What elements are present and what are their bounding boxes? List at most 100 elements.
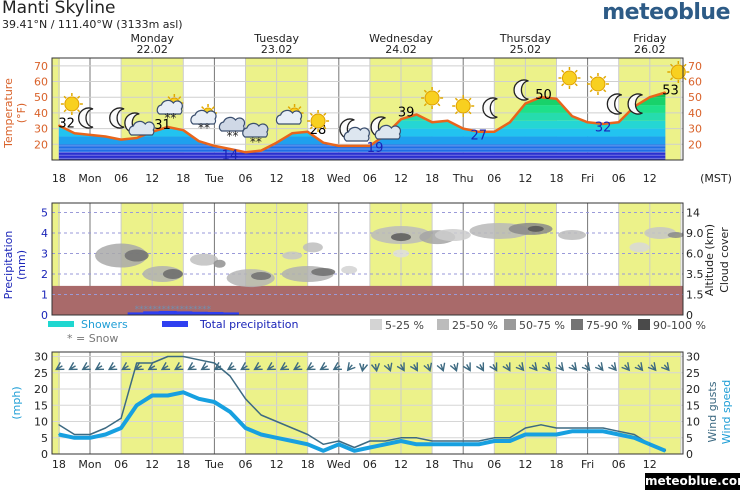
- legend-cover-label: 75-90 %: [586, 319, 632, 332]
- cloud-sun-icon: [275, 104, 304, 125]
- wind-xtick: 18: [52, 458, 66, 471]
- wind-ytick-right: 15: [686, 399, 700, 412]
- wind-speed-point: [446, 443, 449, 446]
- temperature-point: [493, 130, 496, 133]
- sun-icon: [558, 67, 581, 89]
- wind-xtick: 12: [145, 458, 159, 471]
- temperature-extreme-label: 53: [662, 84, 679, 99]
- temperature-point: [73, 132, 76, 135]
- cloud-shape: [128, 120, 155, 136]
- cloud-cover-patch: [213, 259, 226, 268]
- arrow-shape: [94, 362, 105, 371]
- wind-ytick-right: 20: [686, 383, 700, 396]
- temp-ytick-left: 40: [34, 107, 48, 120]
- wind-speed-point: [104, 433, 107, 436]
- precip-ytick: 5: [41, 207, 48, 220]
- temperature-point: [571, 115, 573, 117]
- wind-gust-point: [322, 443, 324, 445]
- wind-speed-point: [633, 436, 636, 439]
- sun-disc: [561, 70, 577, 86]
- wind-direction-arrow: [661, 362, 670, 372]
- arrow-shape: [160, 362, 171, 371]
- moon-icon: [77, 107, 94, 129]
- wind-ytick-left: 25: [34, 367, 48, 380]
- wind-gust-point: [73, 434, 75, 435]
- day-name: Monday: [130, 32, 174, 45]
- day-name: Friday: [633, 32, 667, 45]
- footer-brand[interactable]: meteoblue.com: [645, 473, 740, 490]
- wind-xtick: 12: [394, 458, 408, 471]
- day-date: 26.02: [634, 43, 666, 56]
- moon-icon: [482, 97, 498, 119]
- altitude-tick: 1.5: [686, 289, 704, 302]
- temperature-point: [338, 145, 340, 147]
- altitude-tick: 14: [686, 207, 700, 220]
- sun-disc: [590, 76, 606, 92]
- wind-xtick: Fri: [581, 458, 594, 471]
- wind-direction-arrow: [213, 362, 223, 371]
- legend-total-swatch: [162, 321, 188, 327]
- panel-frame: [51, 202, 684, 316]
- wind-direction-arrow: [292, 362, 303, 371]
- sun-ray: [468, 111, 472, 115]
- temp-xtick: Wed: [327, 172, 351, 185]
- wind-gust-point: [120, 417, 122, 419]
- arrow-shape: [55, 362, 65, 371]
- moon-cloud-icon: [124, 112, 155, 136]
- wind-direction-arrow: [634, 362, 644, 372]
- wind-direction-arrow: [306, 362, 316, 371]
- wind-speed-point: [89, 436, 91, 439]
- wind-speed-point: [213, 401, 216, 403]
- wind-gust-point: [493, 437, 495, 439]
- sun-ray: [437, 103, 441, 107]
- sun-disc: [455, 98, 471, 114]
- cloud-cover-patch: [95, 243, 148, 268]
- sun-icon: [421, 87, 444, 109]
- arrow-shape: [502, 362, 511, 372]
- cloud-cover-patch: [251, 272, 272, 281]
- legend-showers: Showers: [81, 318, 128, 331]
- sun-icon: [586, 73, 609, 95]
- cloud-sun-snow-icon: **: [190, 104, 218, 135]
- sun-ray: [63, 95, 67, 99]
- altitude-tick: 0: [686, 309, 693, 322]
- sun-ray: [423, 89, 427, 93]
- day-date: 22.02: [136, 43, 168, 56]
- legend-cover-label: 90-100 %: [653, 319, 706, 332]
- temp-ytick-right: 30: [688, 123, 702, 136]
- wind-ytick-right: 30: [686, 351, 700, 364]
- sun-ray: [561, 83, 565, 87]
- wind-direction-arrow: [409, 362, 418, 372]
- wind-direction-arrow: [608, 362, 617, 372]
- snowflakes: **: [198, 121, 210, 135]
- arrow-shape: [147, 362, 157, 371]
- wind-axis-title: (mph): [10, 386, 23, 419]
- wind-speed-point: [555, 433, 558, 436]
- legend-cover-label: 50-75 %: [519, 319, 565, 332]
- precipitation-bar: [127, 312, 146, 315]
- cloud-shape: [218, 116, 246, 132]
- sun-ray: [454, 97, 459, 101]
- temperature-extreme-label: 31: [154, 118, 171, 133]
- arrow-shape: [121, 362, 131, 371]
- temp-xtick: 12: [643, 172, 657, 185]
- wind-speed-point: [353, 449, 356, 452]
- wind-gust-point: [198, 359, 200, 361]
- temperature-axis-unit: (°F): [15, 103, 28, 123]
- arrow-shape: [240, 362, 250, 371]
- moon-icon: [627, 93, 643, 115]
- arrow-shape: [568, 362, 578, 372]
- cloud-cover-patch: [311, 267, 336, 276]
- arrow-shape: [515, 362, 525, 372]
- wind-gust-point: [416, 437, 418, 439]
- temperature-point: [322, 141, 325, 144]
- wind-direction-arrow: [568, 362, 578, 372]
- sun-ray: [683, 63, 687, 67]
- temperature-point: [198, 140, 200, 142]
- temp-xtick: 12: [270, 172, 284, 185]
- wind-speed-point: [322, 449, 325, 452]
- arrow-shape: [306, 362, 316, 371]
- temp-xtick: 18: [52, 172, 66, 185]
- brand-logo[interactable]: meteoblue: [602, 0, 730, 25]
- wind-speed-point: [120, 427, 122, 429]
